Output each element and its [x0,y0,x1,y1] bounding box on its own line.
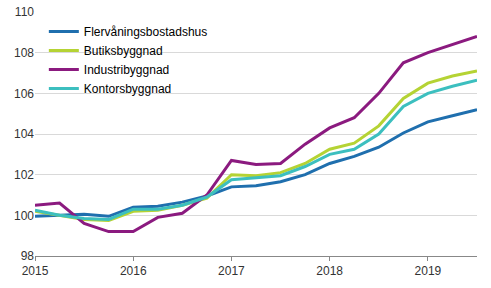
svg-text:Flervåningsbostadshus: Flervåningsbostadshus [84,25,207,39]
svg-text:106: 106 [14,87,34,101]
svg-text:100: 100 [14,209,34,223]
svg-text:2016: 2016 [120,264,147,278]
svg-text:102: 102 [14,168,34,182]
svg-text:Industribyggnad: Industribyggnad [84,63,169,77]
svg-text:2017: 2017 [218,264,245,278]
svg-text:2019: 2019 [415,264,442,278]
svg-text:Kontorsbyggnad: Kontorsbyggnad [84,82,171,96]
svg-text:98: 98 [21,249,35,263]
svg-text:110: 110 [15,5,34,19]
svg-text:Butiksbyggnad: Butiksbyggnad [84,44,163,58]
svg-text:2018: 2018 [316,264,343,278]
svg-text:108: 108 [14,46,34,60]
svg-text:104: 104 [14,127,34,141]
svg-text:2015: 2015 [22,264,49,278]
